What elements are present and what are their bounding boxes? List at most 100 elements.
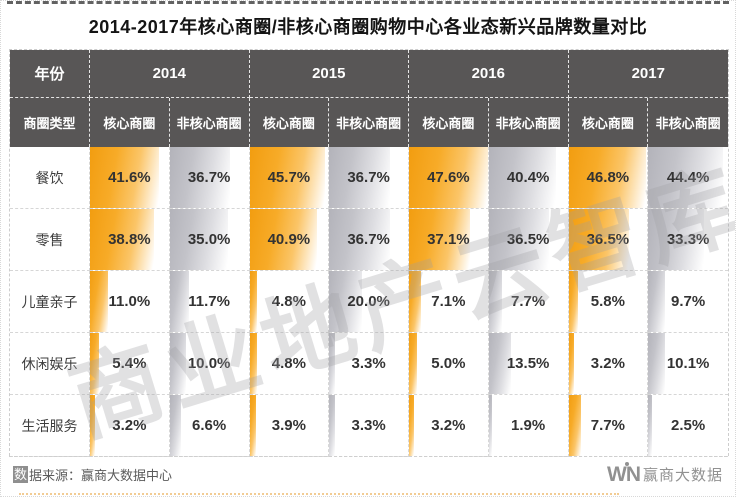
bottom-orange-dashed-line [19, 493, 619, 495]
year-header-2015: 2015 [249, 50, 409, 98]
value-text: 36.7% [347, 169, 390, 186]
value-text: 47.6% [427, 169, 470, 186]
value-text: 38.8% [108, 231, 151, 248]
logo-dot-icon [624, 461, 629, 466]
value-text: 36.5% [506, 231, 550, 248]
value-text: 33.3% [666, 231, 710, 248]
data-bar-noncore [329, 333, 335, 394]
data-bar-noncore [648, 333, 666, 394]
value-text: 36.7% [347, 231, 390, 248]
data-bar-noncore [329, 271, 363, 332]
data-bar-noncore [648, 271, 665, 332]
value-cell: 7.1% [409, 271, 489, 333]
value-text: 13.5% [506, 355, 550, 372]
data-bar-core [409, 395, 415, 456]
value-cell: 38.8% [90, 209, 170, 271]
data-bar-noncore [329, 395, 335, 456]
value-cell: 4.8% [249, 271, 330, 333]
value-cell: 6.6% [169, 395, 250, 457]
value-text: 3.3% [351, 355, 386, 372]
value-cell: 3.9% [249, 395, 330, 457]
data-bar-core [90, 395, 96, 456]
logo-letter-n: N [625, 462, 641, 486]
value-cell: 3.3% [329, 333, 409, 395]
value-cell: 4.8% [249, 333, 330, 395]
data-bar-noncore [648, 147, 723, 208]
data-source-note: 数 据来源：赢商大数据中心 [13, 465, 172, 484]
data-bar-core [568, 209, 629, 270]
data-bar-core [568, 395, 582, 456]
type-header-noncore-2014: 非核心商圈 [169, 98, 250, 147]
value-cell: 5.8% [568, 271, 649, 333]
value-cell: 36.7% [329, 209, 409, 271]
row-label: 休闲娱乐 [10, 333, 90, 395]
value-text: 5.8% [590, 293, 625, 310]
page-title: 2014-2017年核心商圈/非核心商圈购物中心各业态新兴品牌数量对比 [88, 17, 648, 37]
data-bar-core [409, 147, 488, 208]
data-bar-noncore [488, 395, 492, 456]
type-header-core-2014: 核心商圈 [90, 98, 170, 147]
value-text: 40.9% [267, 231, 311, 248]
data-bar-core [249, 209, 318, 270]
data-bar-core [249, 333, 258, 394]
year-header-2016: 2016 [409, 50, 569, 98]
row-label: 儿童亲子 [10, 271, 90, 333]
data-bar-core [90, 333, 99, 394]
data-bar-core [249, 147, 326, 208]
value-text: 11.7% [188, 293, 230, 310]
source-text: 据来源：赢商大数据中心 [29, 468, 173, 483]
data-bar-noncore [169, 395, 181, 456]
value-text: 37.1% [427, 231, 470, 248]
year-header-corner: 年份 [10, 50, 90, 98]
value-cell: 40.9% [249, 209, 330, 271]
value-text: 40.4% [506, 169, 550, 186]
value-cell: 46.8% [568, 147, 649, 209]
data-bar-core [568, 271, 579, 332]
value-text: 4.8% [271, 355, 306, 372]
data-bar-core [409, 271, 421, 332]
value-text: 36.5% [586, 231, 630, 248]
value-text: 7.1% [431, 293, 466, 310]
data-bar-core [568, 147, 646, 208]
type-header-corner: 商圈类型 [10, 98, 90, 147]
value-cell: 3.2% [90, 395, 170, 457]
value-text: 3.3% [351, 417, 386, 434]
value-text: 1.9% [511, 417, 546, 434]
value-text: 3.2% [112, 417, 147, 434]
value-cell: 20.0% [329, 271, 409, 333]
value-cell: 11.7% [169, 271, 250, 333]
value-cell: 5.0% [409, 333, 489, 395]
value-cell: 45.7% [249, 147, 330, 209]
value-text: 2.5% [671, 417, 706, 434]
value-cell: 5.4% [90, 333, 170, 395]
data-bar-core [90, 271, 109, 332]
value-text: 10.1% [666, 355, 710, 372]
value-cell: 11.0% [90, 271, 170, 333]
value-text: 11.0% [108, 293, 151, 310]
data-bar-core [409, 209, 471, 270]
year-header-2014: 2014 [90, 50, 250, 98]
value-cell: 9.7% [648, 271, 728, 333]
value-cell: 7.7% [488, 271, 569, 333]
value-cell: 10.1% [648, 333, 728, 395]
type-header-core-2016: 核心商圈 [409, 98, 489, 147]
value-cell: 1.9% [488, 395, 569, 457]
type-header-noncore-2016: 非核心商圈 [488, 98, 569, 147]
value-text: 36.7% [187, 169, 231, 186]
value-text: 7.7% [511, 293, 546, 310]
value-cell: 41.6% [90, 147, 170, 209]
data-bar-noncore [329, 209, 390, 270]
data-bar-noncore [488, 209, 550, 270]
data-bar-core [568, 333, 574, 394]
type-header-core-2017: 核心商圈 [568, 98, 649, 147]
value-cell: 40.4% [488, 147, 569, 209]
type-header-core-2015: 核心商圈 [249, 98, 330, 147]
value-text: 5.0% [431, 355, 466, 372]
data-bar-noncore [169, 209, 228, 270]
logo-letter-w: W [606, 462, 627, 486]
value-cell: 3.2% [568, 333, 649, 395]
value-cell: 2.5% [648, 395, 728, 457]
value-text: 5.4% [112, 355, 147, 372]
value-cell: 35.0% [169, 209, 250, 271]
